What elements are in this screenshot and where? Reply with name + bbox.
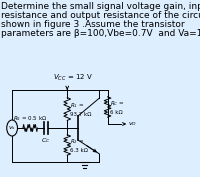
Text: shown in figure 3 .Assume the transistor: shown in figure 3 .Assume the transistor — [1, 20, 185, 29]
Text: Determine the small signal voltage gain, input: Determine the small signal voltage gain,… — [1, 2, 200, 11]
Text: resistance and output resistance of the circuit: resistance and output resistance of the … — [1, 11, 200, 20]
Text: $v_s$: $v_s$ — [8, 124, 16, 132]
Text: parameters are β=100,Vbe=0.7V  and Va=100V: parameters are β=100,Vbe=0.7V and Va=100… — [1, 29, 200, 38]
Text: $C_C$: $C_C$ — [41, 136, 51, 145]
Text: $R_S$ = 0.5 kΩ: $R_S$ = 0.5 kΩ — [13, 114, 47, 123]
Text: $R_1$ =
93.7 kΩ: $R_1$ = 93.7 kΩ — [70, 101, 91, 116]
Text: $v_O$: $v_O$ — [128, 120, 137, 128]
Text: $R_C$ =
6 kΩ: $R_C$ = 6 kΩ — [110, 99, 124, 115]
Text: $V_{CC}$ = 12 V: $V_{CC}$ = 12 V — [53, 73, 93, 83]
Text: $R_2$ =
6.3 kΩ: $R_2$ = 6.3 kΩ — [70, 138, 88, 153]
Circle shape — [7, 120, 17, 136]
